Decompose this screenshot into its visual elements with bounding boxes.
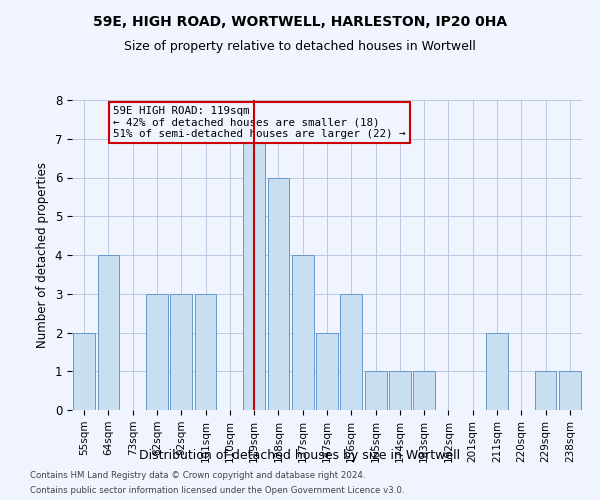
Bar xyxy=(194,294,217,410)
Text: Contains HM Land Registry data © Crown copyright and database right 2024.: Contains HM Land Registry data © Crown c… xyxy=(30,471,365,480)
Bar xyxy=(268,178,289,410)
Bar xyxy=(389,371,411,410)
Bar xyxy=(340,294,362,410)
Bar xyxy=(170,294,192,410)
Text: Contains public sector information licensed under the Open Government Licence v3: Contains public sector information licen… xyxy=(30,486,404,495)
Text: 59E, HIGH ROAD, WORTWELL, HARLESTON, IP20 0HA: 59E, HIGH ROAD, WORTWELL, HARLESTON, IP2… xyxy=(93,15,507,29)
Text: 59E HIGH ROAD: 119sqm
← 42% of detached houses are smaller (18)
51% of semi-deta: 59E HIGH ROAD: 119sqm ← 42% of detached … xyxy=(113,106,406,139)
Bar xyxy=(243,138,265,410)
Text: Distribution of detached houses by size in Wortwell: Distribution of detached houses by size … xyxy=(139,448,461,462)
Bar xyxy=(73,332,95,410)
Bar xyxy=(146,294,168,410)
Bar xyxy=(316,332,338,410)
Bar xyxy=(559,371,581,410)
Bar xyxy=(97,255,119,410)
Bar xyxy=(486,332,508,410)
Bar xyxy=(413,371,435,410)
Text: Size of property relative to detached houses in Wortwell: Size of property relative to detached ho… xyxy=(124,40,476,53)
Bar xyxy=(365,371,386,410)
Bar xyxy=(292,255,314,410)
Bar xyxy=(535,371,556,410)
Y-axis label: Number of detached properties: Number of detached properties xyxy=(36,162,49,348)
